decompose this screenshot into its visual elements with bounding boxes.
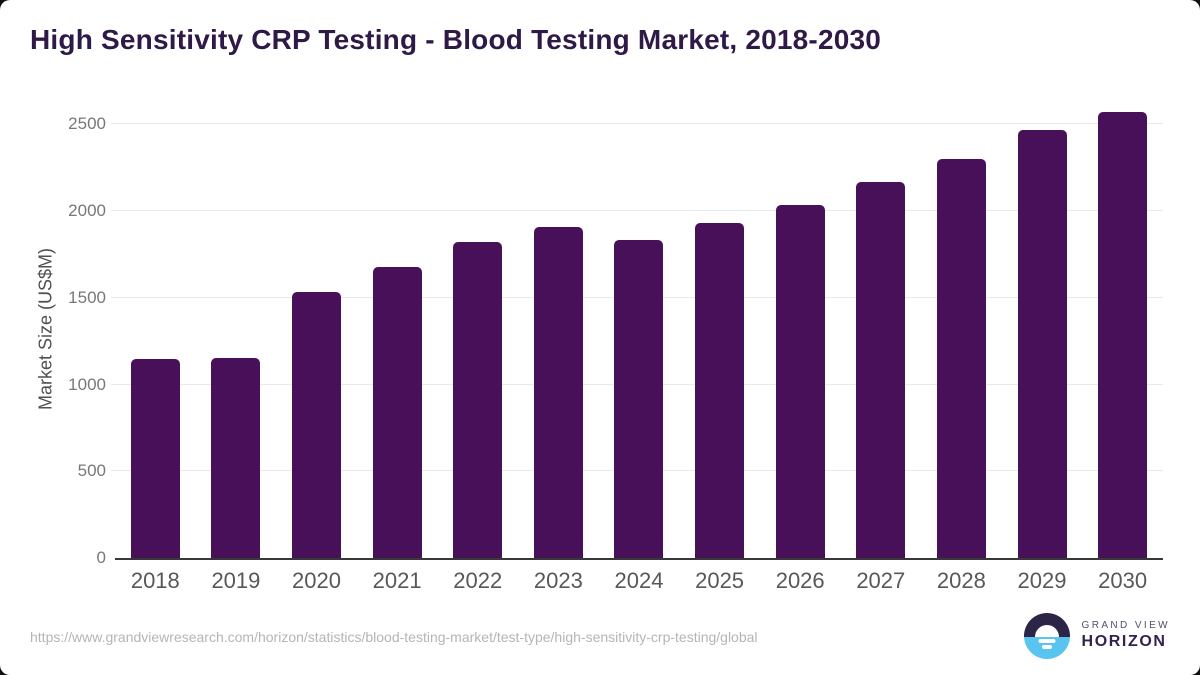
bar-2028 — [936, 159, 986, 558]
bar-cell — [760, 100, 841, 558]
bar-cell — [921, 100, 1002, 558]
x-tick-label: 2023 — [533, 568, 583, 593]
bar-cell — [1002, 100, 1083, 558]
bar-2019 — [211, 357, 261, 558]
x-tick-label: 2027 — [856, 568, 906, 593]
page-title: High Sensitivity CRP Testing - Blood Tes… — [30, 24, 882, 55]
brand-logo: GRAND VIEW HORIZON — [1023, 613, 1170, 659]
gridline — [111, 123, 1163, 125]
x-tick-label: 2024 — [614, 568, 664, 593]
y-tick-label: 2000 — [68, 201, 106, 221]
icon-ripple — [1041, 645, 1052, 650]
y-tick-label: 2500 — [68, 114, 106, 134]
y-tick-label: 500 — [77, 461, 106, 481]
bar-cell — [276, 100, 357, 558]
x-axis-tick-labels: 2018 2019 2020 2021 2022 2023 2024 2025 2026 2027… — [115, 568, 1163, 594]
bar-cell — [679, 100, 760, 558]
y-tick-label: 1000 — [68, 374, 106, 394]
bar-2026 — [775, 204, 825, 558]
bar-2018 — [130, 359, 180, 558]
bar-cell — [357, 100, 438, 558]
x-tick-label: 2025 — [695, 568, 745, 593]
bar-cell — [840, 100, 921, 558]
x-tick-label: 2019 — [211, 568, 261, 593]
x-tick-label: 2026 — [775, 568, 825, 593]
bar-2020 — [292, 291, 342, 558]
bar-2023 — [533, 226, 583, 558]
brand-name-top: GRAND VIEW — [1081, 619, 1170, 631]
bar-2021 — [372, 267, 422, 558]
x-tick-label: 2029 — [1017, 568, 1067, 593]
x-tick-label: 2022 — [453, 568, 503, 593]
bar-2027 — [856, 182, 906, 558]
bar-cell — [599, 100, 680, 558]
icon-ripple — [1038, 639, 1056, 644]
bar-cell — [1082, 100, 1163, 558]
icon-sun — [1034, 624, 1059, 637]
bar-cell — [115, 100, 196, 558]
brand-name-bottom: HORIZON — [1081, 633, 1167, 651]
brand-wordmark: GRAND VIEW HORIZON — [1082, 620, 1170, 653]
bar-cell — [518, 100, 599, 558]
horizon-sun-icon — [1023, 613, 1070, 659]
x-tick-label: 2021 — [372, 568, 422, 593]
x-tick-label: 2020 — [292, 568, 341, 593]
y-axis-tick-labels: 0 500 1000 1500 2000 2500 — [30, 100, 106, 567]
bar-series — [115, 100, 1163, 558]
bar-2025 — [695, 223, 745, 558]
x-tick-label: 2028 — [936, 568, 986, 593]
source-url: https://www.grandviewresearch.com/horizo… — [30, 629, 758, 645]
plot-area — [111, 100, 1163, 560]
bar-2024 — [614, 239, 664, 558]
bar-cell — [437, 100, 518, 558]
x-tick-label: 2018 — [130, 568, 180, 593]
bar-cell — [196, 100, 277, 558]
gridline — [111, 210, 1163, 212]
x-tick-label: 2030 — [1098, 568, 1148, 593]
bar-2030 — [1098, 112, 1148, 558]
bar-2029 — [1017, 130, 1067, 558]
y-tick-label: 1500 — [68, 287, 106, 307]
bar-2022 — [453, 242, 503, 558]
y-tick-label: 0 — [96, 548, 106, 567]
